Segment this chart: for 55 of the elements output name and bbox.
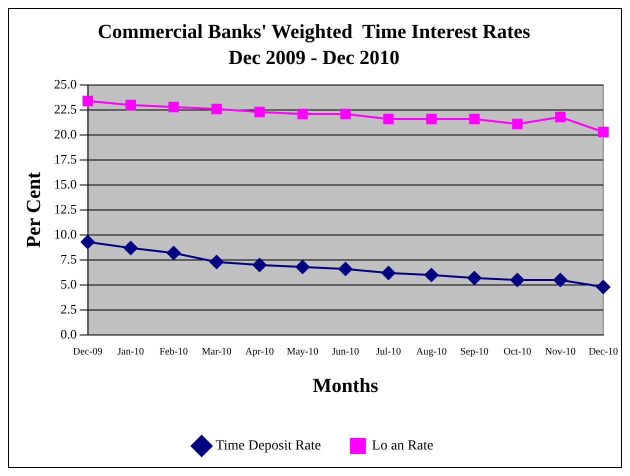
point xyxy=(168,102,179,112)
y-tick-label: 12.5 xyxy=(54,201,77,216)
y-tick-label: 20.0 xyxy=(54,126,77,142)
point xyxy=(210,255,224,269)
point xyxy=(510,273,524,287)
x-tick-label: Apr-10 xyxy=(245,346,274,358)
point xyxy=(124,241,138,255)
point xyxy=(297,108,308,120)
x-tick-label: Jul-10 xyxy=(376,346,401,358)
point xyxy=(467,271,482,285)
legend-label: Time Deposit Rate xyxy=(216,438,321,454)
point xyxy=(252,258,267,272)
legend-label: Lo an Rate xyxy=(372,438,434,454)
x-tick-label: Aug-10 xyxy=(416,346,447,358)
point xyxy=(553,273,568,287)
point xyxy=(254,106,265,118)
point xyxy=(166,246,181,260)
point xyxy=(424,268,438,282)
x-tick-label: Jun-10 xyxy=(332,346,360,358)
y-tick-label: 17.5 xyxy=(54,151,77,166)
point xyxy=(296,260,310,274)
x-tick-label: Oct-10 xyxy=(503,346,532,358)
y-tick-label: 15.0 xyxy=(54,176,77,192)
x-tick-label: Sep-10 xyxy=(460,346,489,358)
x-tick-label: Nov-10 xyxy=(545,346,576,358)
point xyxy=(381,266,396,280)
y-axis-title: Per Cent xyxy=(23,172,46,248)
x-axis-title: Months xyxy=(312,375,379,398)
point xyxy=(125,100,136,110)
y-tick-label: 0.0 xyxy=(60,326,77,342)
y-tick-label: 2.5 xyxy=(60,301,77,316)
x-tick-label: Jan-10 xyxy=(117,346,144,358)
chart-title: Commercial Banks' Weighted Time Interest Rates xyxy=(98,21,531,44)
point xyxy=(555,112,566,122)
point xyxy=(211,104,222,114)
x-tick-label: May-10 xyxy=(286,346,318,358)
point xyxy=(596,280,610,294)
y-tick-label: 10.0 xyxy=(54,226,77,242)
y-tick-label: 7.5 xyxy=(60,251,77,266)
x-tick-label: Dec-09 xyxy=(73,346,102,358)
x-tick-label: Dec-10 xyxy=(588,346,618,358)
chart-subtitle: Dec 2009 - Dec 2010 xyxy=(228,47,400,70)
point xyxy=(82,96,93,106)
point xyxy=(598,126,609,138)
point xyxy=(469,114,480,124)
point xyxy=(383,114,394,124)
y-tick-label: 25.0 xyxy=(54,76,77,92)
point xyxy=(512,118,523,130)
y-tick-label: 22.5 xyxy=(54,101,77,116)
point xyxy=(426,114,437,124)
x-tick-label: Feb-10 xyxy=(160,346,188,358)
point xyxy=(340,108,351,120)
point xyxy=(338,262,353,276)
x-tick-label: Mar-10 xyxy=(202,346,232,358)
y-tick-label: 5.0 xyxy=(60,276,77,292)
